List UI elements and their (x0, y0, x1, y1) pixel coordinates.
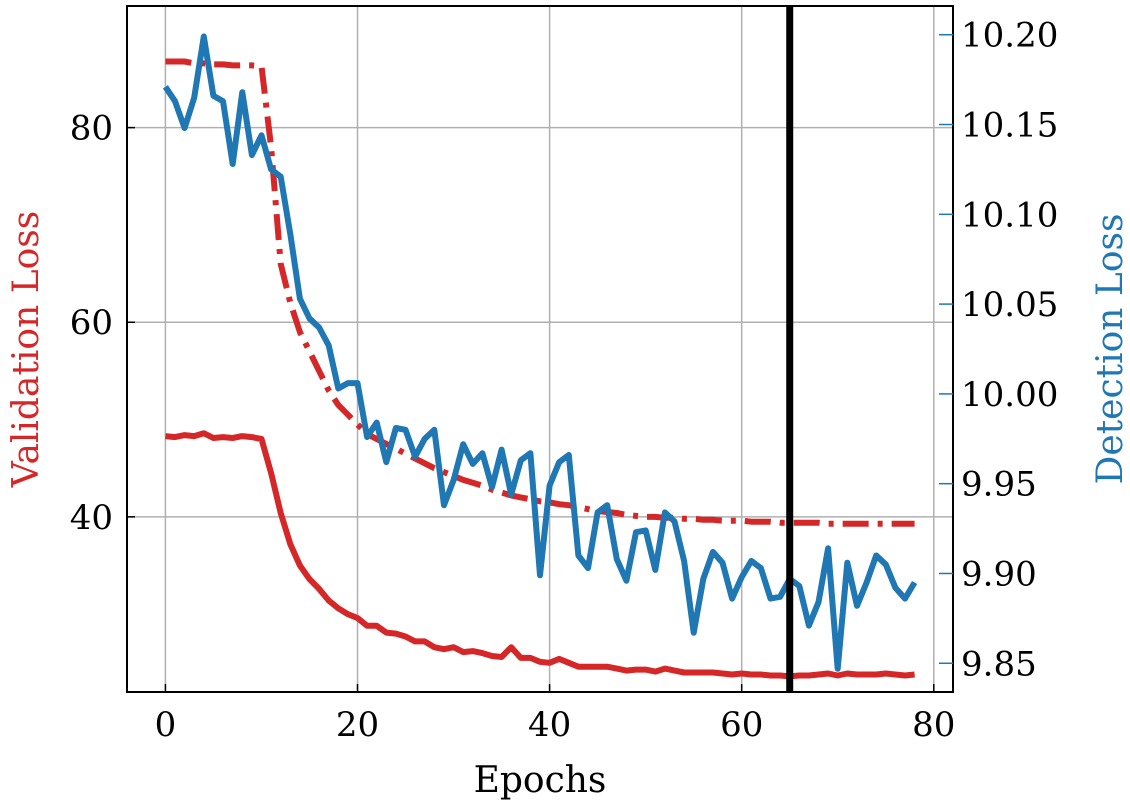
series-layer (162, 33, 918, 680)
grid (127, 6, 953, 692)
right-tick-label: 10.20 (961, 16, 1058, 56)
left-tick-label: 40 (70, 498, 113, 538)
validation-loss-dashdot-line (165, 58, 915, 527)
right-axis-title: Detection Loss (1090, 214, 1130, 485)
right-tick-label: 9.95 (961, 465, 1037, 505)
x-axis-title: Epochs (474, 760, 607, 801)
right-tick-label: 10.05 (961, 285, 1058, 325)
left-axis-ticks: 40 60 80 (70, 109, 135, 538)
left-tick-label: 80 (70, 109, 113, 149)
x-tick-label: 80 (912, 705, 955, 745)
x-tick-label: 0 (155, 705, 177, 745)
x-tick-label: 20 (336, 705, 379, 745)
x-tick-label: 40 (528, 705, 571, 745)
right-tick-label: 10.10 (961, 195, 1058, 235)
detection-loss-line (162, 33, 918, 672)
left-tick-label: 60 (70, 303, 113, 343)
right-tick-label: 9.90 (961, 554, 1037, 594)
x-tick-label: 60 (720, 705, 763, 745)
right-tick-label: 10.15 (961, 106, 1058, 146)
right-tick-label: 9.85 (961, 644, 1037, 684)
x-axis-ticks: 0 20 40 60 80 (155, 684, 955, 745)
plot-frame (126, 5, 954, 693)
left-axis-title: Validation Loss (6, 211, 47, 489)
right-axis-ticks: 9.85 9.90 9.95 10.00 10.05 10.10 10.15 10.20 (939, 16, 1058, 684)
right-tick-label: 10.00 (961, 375, 1058, 415)
